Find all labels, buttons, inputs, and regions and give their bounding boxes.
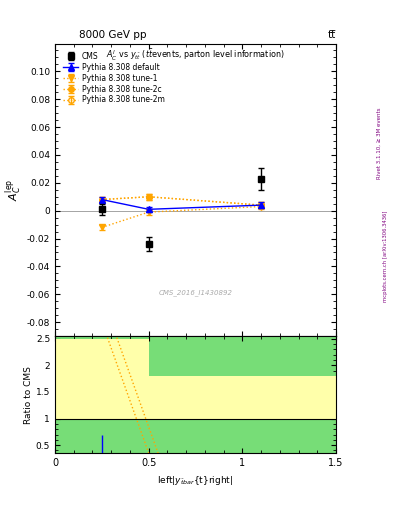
Text: CMS_2016_I1430892: CMS_2016_I1430892 [158, 289, 233, 295]
Y-axis label: Ratio to CMS: Ratio to CMS [24, 366, 33, 423]
Text: tt̅: tt̅ [328, 30, 336, 40]
Text: Rivet 3.1.10, ≥ 3M events: Rivet 3.1.10, ≥ 3M events [377, 108, 382, 179]
Text: mcplots.cern.ch [arXiv:1306.3436]: mcplots.cern.ch [arXiv:1306.3436] [383, 210, 387, 302]
Text: $A_C^l$ vs $y_{t\bar{t}}$ ($t\bar{t}$events, parton level information): $A_C^l$ vs $y_{t\bar{t}}$ ($t\bar{t}$eve… [106, 48, 285, 63]
X-axis label: left|$y_{\bar{t}bar}${t}right|: left|$y_{\bar{t}bar}${t}right| [157, 474, 234, 486]
Y-axis label: $A_C^{\mathsf{lep}}$: $A_C^{\mathsf{lep}}$ [3, 179, 24, 201]
Text: 8000 GeV pp: 8000 GeV pp [79, 30, 146, 40]
Legend: CMS, Pythia 8.308 default, Pythia 8.308 tune-1, Pythia 8.308 tune-2c, Pythia 8.3: CMS, Pythia 8.308 default, Pythia 8.308 … [62, 50, 166, 106]
